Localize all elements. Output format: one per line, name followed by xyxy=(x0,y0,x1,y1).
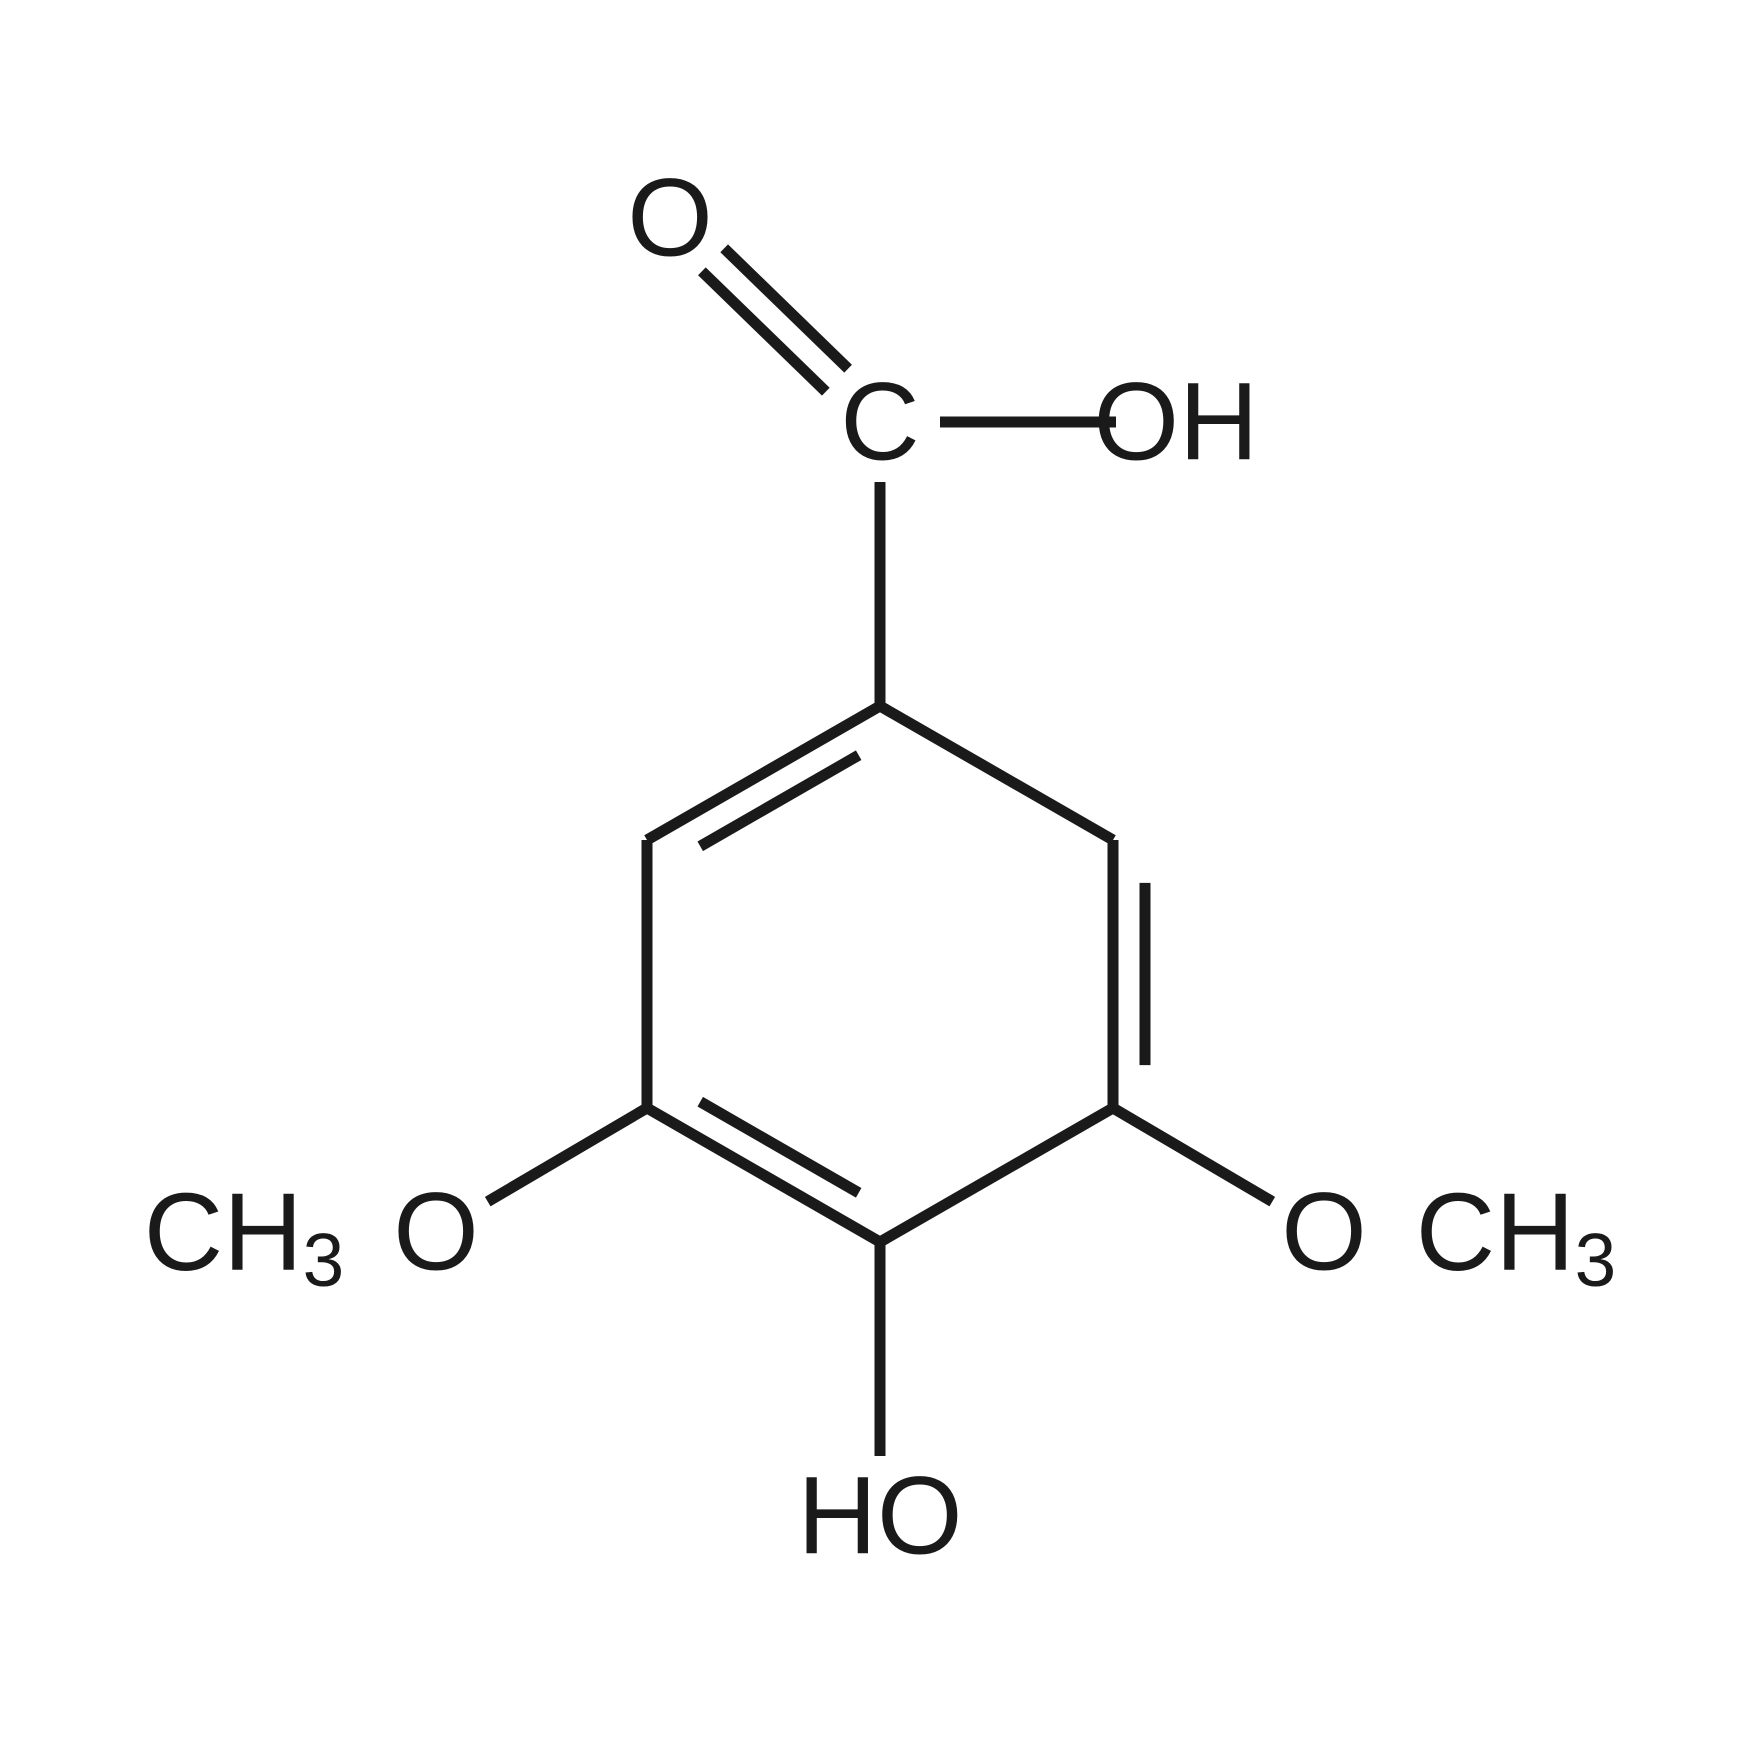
atom-label-ch3_right: CH3 xyxy=(1416,1171,1617,1303)
atom-label-oh_bottom: HO xyxy=(798,1455,963,1578)
atom-label-c_cooh: C xyxy=(840,361,919,484)
atom-label-o_right: O xyxy=(1281,1171,1367,1294)
molecule-diagram: C O OH O CH3 O CH3 HO xyxy=(0,0,1760,1760)
atom-label-oh_top: OH xyxy=(1094,361,1259,484)
atom-label-o_dbl: O xyxy=(627,157,713,280)
atom-label-ch3_left: CH3 xyxy=(144,1171,345,1303)
atom-label-o_left: O xyxy=(393,1171,479,1294)
